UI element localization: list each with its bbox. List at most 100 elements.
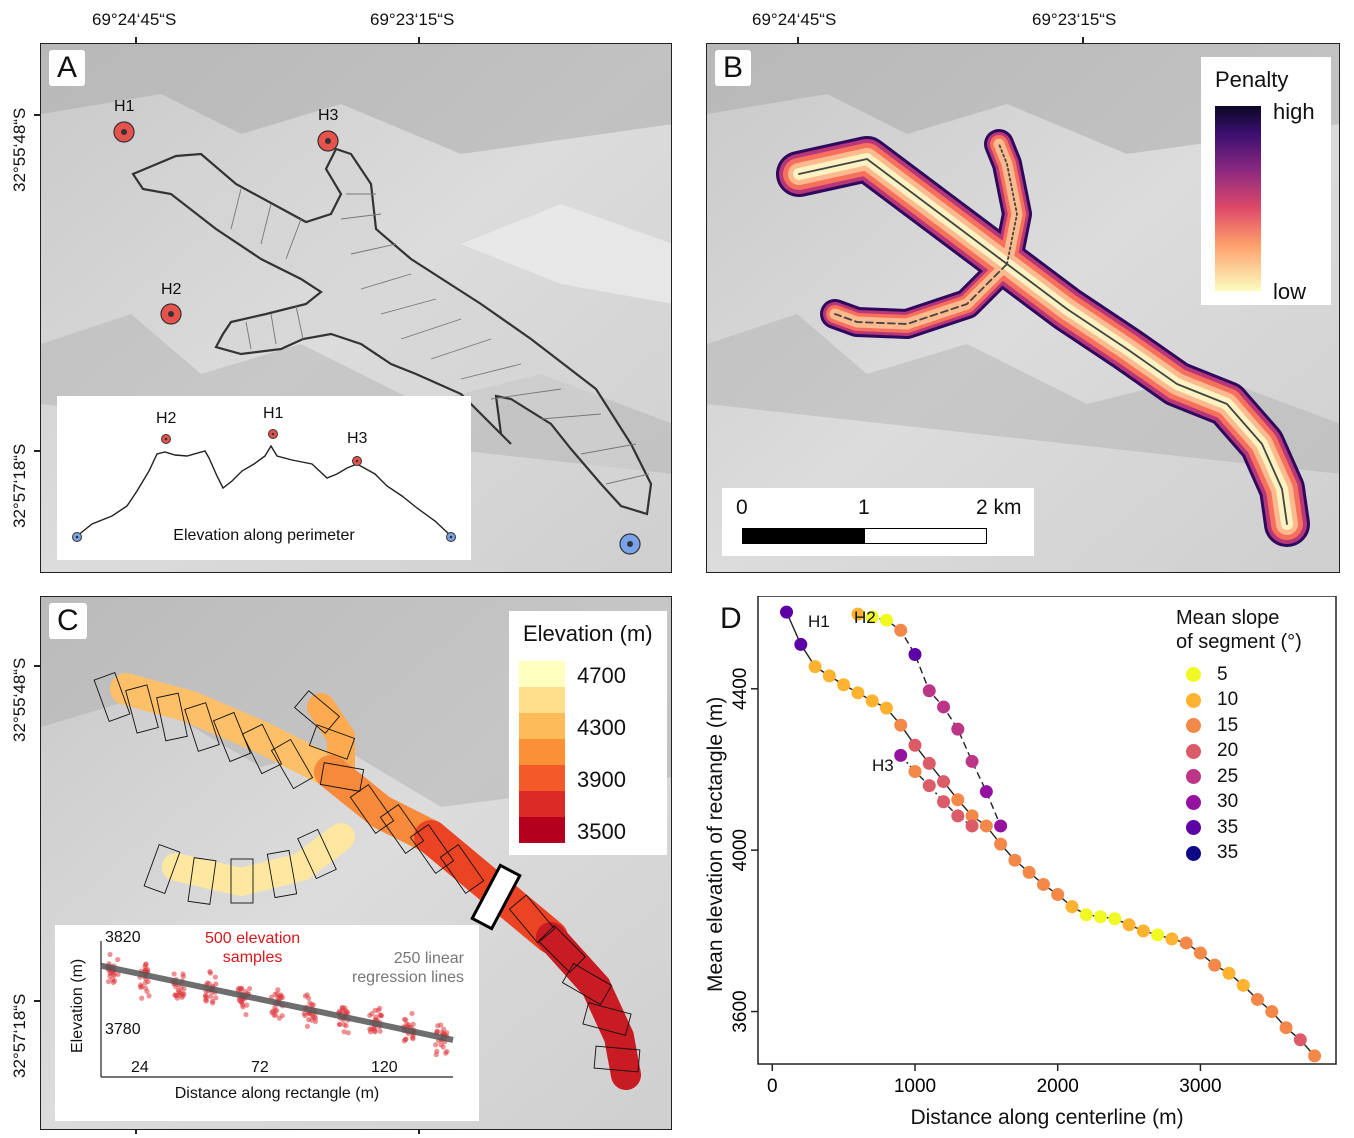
elevation-swatches bbox=[519, 661, 565, 843]
data-point-h1 bbox=[1151, 928, 1165, 942]
inset-peak-label-h3: H3 bbox=[347, 430, 368, 447]
elevation-sample-point bbox=[342, 1005, 348, 1011]
highlighted-rectangle bbox=[470, 863, 522, 931]
data-point-h1 bbox=[1079, 908, 1093, 922]
elevation-sample-point bbox=[372, 1007, 378, 1013]
data-point-h1 bbox=[965, 809, 979, 823]
inset-xlabel: Distance along rectangle (m) bbox=[174, 1085, 380, 1102]
annotation-regression-line2: regression lines bbox=[351, 969, 464, 986]
panel-b: B Penalty high low 0 1 2 km bbox=[706, 43, 1340, 573]
penalty-legend-title: Penalty bbox=[1215, 67, 1289, 92]
elevation-legend-3500: 3500 bbox=[577, 819, 626, 844]
elevation-sample-point bbox=[107, 970, 113, 976]
slope-legend-label: 30 bbox=[1217, 791, 1239, 813]
data-point-h3 bbox=[965, 819, 979, 833]
lat-label-c1: 32°55‘48“S bbox=[10, 657, 29, 742]
data-point-h1 bbox=[979, 819, 993, 833]
annotation-regression-line1: 250 linear bbox=[393, 950, 464, 967]
branch-label-h2: H2 bbox=[854, 608, 876, 627]
elevation-sample-point bbox=[304, 992, 310, 998]
panel-label-a: A bbox=[49, 50, 86, 86]
data-point-h2 bbox=[922, 684, 936, 698]
lat-label-a2: 32°57‘18“S bbox=[10, 443, 29, 528]
data-point-h2 bbox=[979, 785, 993, 799]
elevation-sample-point bbox=[207, 970, 214, 976]
elevation-sample-point bbox=[272, 1004, 278, 1010]
centerline-h3 bbox=[998, 143, 1018, 265]
elevation-sample-point bbox=[377, 1028, 383, 1034]
x-axis-label: Distance along centerline (m) bbox=[910, 1106, 1184, 1129]
inset-ytick-3820: 3820 bbox=[105, 929, 141, 946]
slope-scatter-plot: 0 1000 2000 3000 3600 4000 4400 bbox=[730, 596, 1337, 1097]
elevation-sample-point bbox=[208, 993, 214, 999]
slope-legend-swatch bbox=[1186, 820, 1201, 836]
elevation-sample-point bbox=[279, 1013, 285, 1019]
h2-label: H2 bbox=[161, 281, 182, 298]
elevation-sample-point bbox=[236, 985, 242, 992]
data-point-h1 bbox=[1236, 978, 1250, 992]
data-point-h3 bbox=[951, 809, 965, 823]
elevation-sample-point bbox=[210, 1000, 216, 1006]
elevation-sample-point bbox=[269, 994, 275, 1000]
elevation-sample-point bbox=[244, 1002, 250, 1008]
data-point-h2 bbox=[908, 648, 922, 661]
elevation-sample-point bbox=[306, 1017, 312, 1023]
inset-peak-label-h2: H2 bbox=[156, 410, 177, 427]
panel-d: D 0 1000 2000 3000 3600 4000 4400 H1 H2 H3 Mea… bbox=[704, 596, 1340, 1130]
annotation-samples: 500 elevation samples bbox=[205, 929, 300, 967]
h3-label: H3 bbox=[318, 107, 339, 124]
elevation-sample-point bbox=[143, 967, 149, 973]
outlet-marker bbox=[619, 533, 641, 555]
elevation-sample-point bbox=[343, 1023, 349, 1029]
elevation-sample-point bbox=[171, 971, 177, 977]
elevation-sample-point bbox=[377, 1005, 383, 1011]
slope-legend-label: 10 bbox=[1217, 689, 1239, 711]
elevation-sample-point bbox=[371, 1025, 377, 1031]
data-point-h2 bbox=[879, 613, 893, 627]
slope-legend-swatch bbox=[1186, 692, 1201, 708]
elevation-legend-4700: 4700 bbox=[577, 663, 626, 688]
centerline-h1 bbox=[798, 158, 1288, 525]
elevation-sample-point bbox=[110, 979, 116, 986]
elevation-sample-point bbox=[443, 1050, 449, 1056]
penalty-legend-low: low bbox=[1273, 279, 1307, 304]
slope-legend-swatch bbox=[1186, 769, 1201, 785]
elevation-sample-point bbox=[304, 1023, 311, 1029]
h1-label: H1 bbox=[114, 98, 135, 115]
data-point-h1 bbox=[794, 637, 808, 651]
data-point-h2 bbox=[965, 754, 979, 768]
elevation-sample-point bbox=[181, 986, 187, 992]
scale-bar-label-2: 2 km bbox=[976, 496, 1022, 519]
tick bbox=[135, 37, 137, 43]
elevation-sample-point bbox=[433, 1042, 439, 1048]
lon-label-a1: 69°24‘45“S bbox=[92, 10, 177, 29]
slope-legend-item: 5 bbox=[1186, 662, 1336, 688]
slope-legend-label: 15 bbox=[1217, 714, 1239, 736]
elevation-sample-point bbox=[176, 989, 182, 995]
elevation-sample-point bbox=[105, 978, 112, 985]
data-point-h1 bbox=[894, 718, 908, 732]
elevation-sample-point bbox=[336, 1021, 343, 1028]
data-point-h1 bbox=[922, 756, 936, 770]
data-point-h1 bbox=[1208, 958, 1222, 972]
tick bbox=[34, 450, 40, 452]
elevation-legend-4300: 4300 bbox=[577, 715, 626, 740]
branch-label-h3: H3 bbox=[872, 756, 894, 775]
data-point-h2 bbox=[994, 819, 1008, 833]
data-point-h3 bbox=[894, 748, 908, 762]
data-point-h1 bbox=[1165, 932, 1179, 946]
slope-legend-title-2: of segment (°) bbox=[1176, 631, 1302, 653]
series-line-h2 bbox=[857, 613, 1002, 827]
annotation-samples-line1: 500 elevation bbox=[205, 930, 301, 947]
panel-label-b: B bbox=[715, 50, 752, 86]
lon-label-b2: 69°23‘15“S bbox=[1032, 10, 1117, 29]
elevation-legend-title: Elevation (m) bbox=[523, 621, 653, 646]
slope-legend-item: 20 bbox=[1186, 739, 1336, 765]
data-point-h1 bbox=[1308, 1049, 1322, 1063]
headwall-marker-h2 bbox=[160, 303, 182, 325]
data-point-h1 bbox=[994, 837, 1008, 851]
data-point-h2 bbox=[865, 610, 879, 624]
slope-legend-title-1: Mean slope bbox=[1176, 607, 1280, 629]
data-point-h1 bbox=[1136, 924, 1150, 938]
branch-label-h1: H1 bbox=[808, 612, 830, 631]
